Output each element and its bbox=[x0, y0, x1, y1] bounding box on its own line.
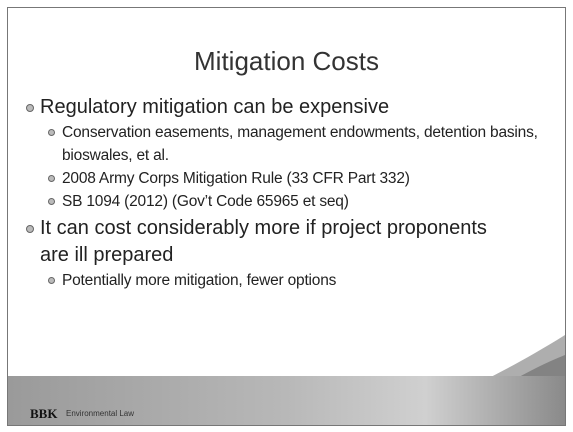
slide: Mitigation Costs Regulatory mitigation c… bbox=[7, 7, 566, 426]
page: Mitigation Costs Regulatory mitigation c… bbox=[0, 0, 573, 432]
bullet: Regulatory mitigation can be expensive bbox=[26, 94, 500, 121]
sub-bullet: Conservation easements, management endow… bbox=[48, 121, 542, 167]
footer-tagline: Environmental Law bbox=[66, 409, 134, 418]
sub-bullet: SB 1094 (2012) (Gov’t Code 65965 et seq) bbox=[48, 190, 542, 213]
sub-bullet: Potentially more mitigation, fewer optio… bbox=[48, 269, 542, 292]
bullet: It can cost considerably more if project… bbox=[26, 215, 500, 269]
sub-bullet: 2008 Army Corps Mitigation Rule (33 CFR … bbox=[48, 167, 542, 190]
footer-band: BBK Environmental Law bbox=[8, 376, 565, 425]
slide-title: Mitigation Costs bbox=[8, 46, 565, 77]
footer-logo: BBK bbox=[30, 406, 57, 422]
